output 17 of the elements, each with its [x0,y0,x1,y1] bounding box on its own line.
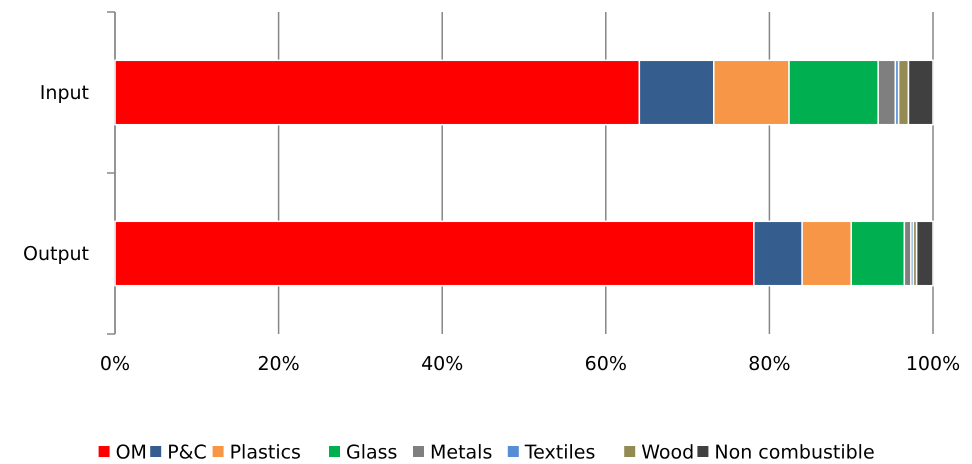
x-tick-label: 40% [421,353,464,375]
legend-label: Wood [641,442,694,464]
legend-label: Plastics [230,442,301,464]
legend-label: Textiles [524,442,596,464]
x-tick-label: 80% [748,353,791,375]
legend-label: OM [116,442,147,464]
legend-label: Glass [346,442,398,464]
bar [916,220,934,286]
legend-label: P&C [167,442,207,464]
x-tick-label: 0% [100,353,130,375]
y-tick-label: Input [40,82,89,104]
x-tick-label: 100% [906,353,960,375]
x-tick-label: 60% [584,353,627,375]
legend-label: Metals [430,442,492,464]
y-tick-label: Output [23,243,89,266]
x-tick-label: 20% [257,353,300,375]
legend-label: Non combustible [714,442,875,464]
